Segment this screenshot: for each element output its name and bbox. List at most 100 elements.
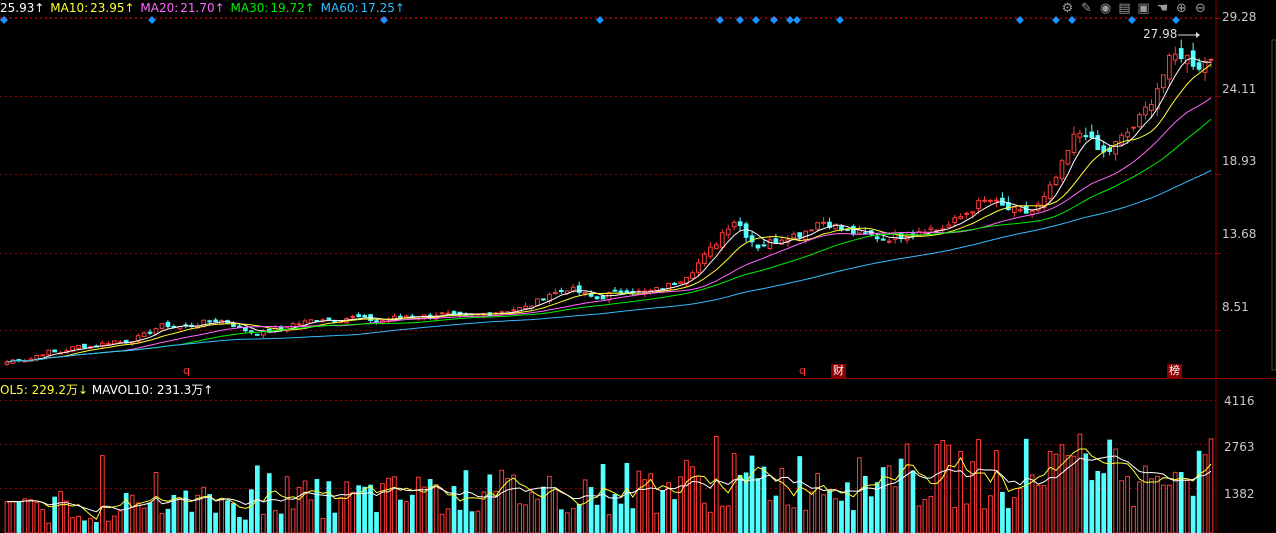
volume-bar (171, 494, 177, 533)
volume-bar (64, 500, 69, 533)
volume-bar (46, 522, 52, 533)
event-diamond (836, 16, 844, 24)
volume-tick: 2763 (1224, 440, 1255, 454)
volume-legend: OL5: 229.2万↓ MAVOL10: 231.3万↑ (0, 382, 213, 398)
candle-body (1059, 160, 1065, 179)
candle-body (958, 216, 964, 219)
volume-bar (1095, 471, 1101, 533)
event-diamond (1052, 16, 1060, 24)
volume-bar (260, 513, 266, 533)
volume-bar (392, 476, 397, 533)
volume-bar (648, 473, 654, 533)
candle-body (76, 344, 81, 349)
volume-bar (195, 494, 201, 533)
volume-bar (94, 522, 99, 533)
volume-bar (1047, 450, 1053, 533)
volume-bar (1006, 508, 1011, 533)
volume-bar (1125, 476, 1130, 533)
volume-bar (105, 520, 111, 533)
volume-bar (421, 486, 427, 533)
candle-body (743, 223, 749, 238)
volume-bar (797, 456, 803, 533)
candle-body (237, 325, 242, 328)
volume-bar (362, 486, 367, 533)
volume-bar (225, 500, 230, 533)
draw-icon[interactable]: ✎ (1081, 1, 1092, 16)
volume-bar (576, 503, 582, 533)
event-diamond (1068, 16, 1076, 24)
volume-bar (928, 496, 934, 533)
candle-body (1077, 132, 1083, 138)
candle-body (994, 199, 999, 202)
eye-icon[interactable]: ◉ (1099, 1, 1112, 16)
volume-bar (934, 443, 940, 533)
price-tick: 8.51 (1222, 300, 1249, 314)
trash-icon[interactable]: ▤ (1118, 1, 1131, 16)
candle-body (594, 296, 600, 300)
volume-bar (702, 502, 707, 533)
candle-body (70, 346, 75, 352)
volume-bar (994, 450, 999, 533)
ma5-line (6, 57, 1212, 363)
volume-bar (463, 470, 469, 533)
event-diamond (770, 16, 778, 24)
hand-icon[interactable]: ☚ (1156, 1, 1169, 16)
volume-tick: 4116 (1224, 394, 1255, 408)
volume-bar (272, 510, 278, 533)
candle-body (886, 240, 892, 243)
event-marker-q[interactable]: q (799, 364, 806, 377)
ma20-line (6, 97, 1212, 363)
volume-tick: 1382 (1224, 487, 1255, 501)
ma20-value: 21.70↑ (180, 1, 225, 15)
event-marker-ranking[interactable]: 榜 (1167, 364, 1182, 378)
candle-body (243, 327, 248, 332)
candle-body (880, 238, 886, 241)
volume-bar (326, 481, 332, 533)
candle-body (141, 332, 147, 338)
event-diamond (0, 16, 8, 24)
candle-body (845, 228, 850, 231)
volume-bar (4, 501, 10, 533)
candle-body (541, 298, 546, 301)
volume-bar (314, 479, 320, 533)
candle-body (988, 199, 993, 202)
candle-body (827, 221, 832, 228)
volume-bar (403, 501, 409, 533)
candle-body (1011, 206, 1017, 213)
settings-icon[interactable]: ⚙ (1061, 1, 1074, 16)
volume-bar (100, 455, 105, 533)
volume-bar (22, 498, 28, 533)
event-marker-finance[interactable]: 财 (831, 364, 846, 378)
volume-bar (159, 513, 165, 533)
volume-bar (1202, 454, 1208, 533)
volume-bar (1113, 448, 1118, 533)
volume-bar (612, 494, 618, 533)
volume-bar (916, 505, 922, 533)
volume-bar (988, 495, 993, 533)
candle-body (553, 291, 558, 295)
event-marker-q[interactable]: q (183, 364, 190, 377)
volume-bar (82, 520, 87, 533)
candle-body (1095, 135, 1101, 151)
zoom-out-icon[interactable]: ⊖ (1195, 1, 1206, 16)
lock-icon[interactable]: ▣ (1137, 1, 1150, 16)
volume-bar (76, 515, 81, 533)
volume-bar (839, 500, 844, 533)
candle-body (570, 286, 576, 292)
ma-legend: 25.93↑ MA10: 23.95↑ MA20: 21.70↑ MA30: 19.7… (0, 0, 407, 16)
volume-bar (368, 484, 373, 533)
volume-bar (219, 499, 224, 533)
candle-body (791, 233, 797, 239)
volume-bar (296, 486, 302, 533)
volume-bar (129, 494, 135, 533)
volume-bar (535, 498, 540, 533)
chart-toolbar: ⚙ ✎ ◉ ▤ ▣ ☚ ⊕ ⊖ (1060, 1, 1208, 16)
zoom-in-icon[interactable]: ⊕ (1176, 1, 1187, 16)
volume-bar (731, 453, 737, 533)
candle-body (761, 244, 767, 247)
volume-bar (654, 512, 660, 533)
candle-body (707, 246, 713, 257)
volume-bar (34, 502, 40, 533)
ma10-label: MA10: (50, 1, 89, 15)
